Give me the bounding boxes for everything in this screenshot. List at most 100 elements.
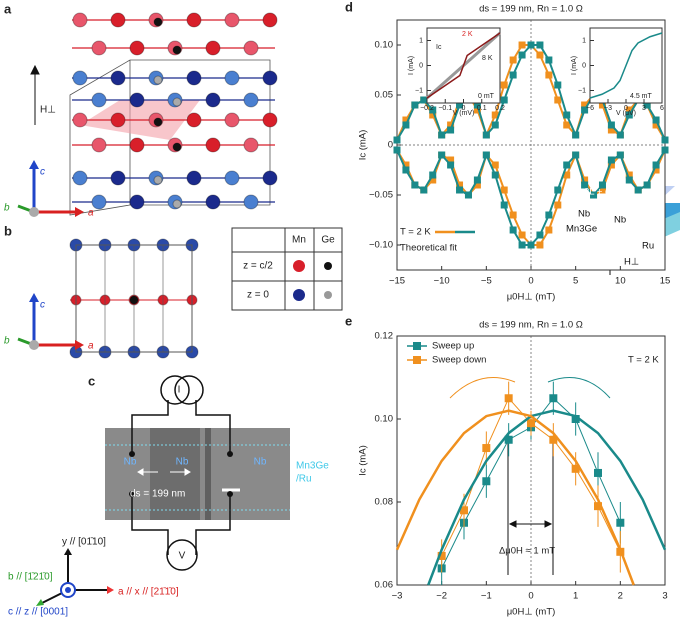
x-tick-label: −0.1	[438, 105, 452, 112]
annotation: H⊥	[624, 257, 639, 268]
contact	[227, 491, 233, 497]
marker	[429, 176, 437, 184]
arrow-head	[29, 293, 39, 302]
marker	[509, 226, 517, 234]
marker	[393, 136, 401, 144]
mn-atom	[224, 112, 240, 128]
marker	[572, 151, 580, 159]
panel-label: b	[4, 223, 12, 238]
mn-atom	[243, 137, 259, 153]
marker	[429, 106, 437, 114]
annotation: 2 K	[462, 31, 473, 38]
marker	[545, 211, 553, 219]
x-axis-label: V (μV)	[616, 110, 636, 117]
marker	[411, 181, 419, 189]
contacts	[129, 451, 233, 497]
mn-atom	[186, 70, 202, 86]
ge-atom	[153, 175, 163, 185]
mn-atom	[91, 194, 107, 210]
y-tick-label: 0.08	[375, 497, 394, 508]
mn-atom	[72, 170, 88, 186]
x-axis-label: μ0H⊥ (mT)	[507, 292, 556, 303]
marker	[482, 444, 491, 453]
origin	[29, 207, 39, 217]
marker	[616, 151, 624, 159]
annotation: 2L + d	[584, 187, 610, 198]
marker	[549, 394, 558, 403]
marker	[661, 146, 669, 154]
mn-atom	[224, 170, 240, 186]
marker	[554, 186, 562, 194]
marker	[482, 477, 491, 486]
y-tick-label: 0	[388, 140, 393, 151]
arrow-head	[64, 548, 72, 555]
x-tick-label: 3	[642, 105, 646, 112]
marker	[500, 96, 508, 104]
table-grid	[231, 227, 343, 311]
marker	[429, 111, 437, 119]
marker	[607, 126, 615, 134]
marker	[491, 161, 499, 169]
mn-atom	[224, 70, 240, 86]
annotation: Ru	[642, 241, 654, 252]
marker	[607, 156, 615, 164]
mn-atom	[129, 92, 145, 108]
marker	[402, 116, 410, 124]
mn-atom	[72, 112, 88, 128]
annotation: Nb	[578, 209, 590, 220]
marker	[652, 121, 660, 129]
marker	[563, 171, 571, 179]
x-tick-label: −3	[392, 591, 403, 602]
marker	[549, 435, 558, 444]
marker	[491, 171, 499, 179]
marker	[438, 151, 446, 159]
x-tick-label: −6	[586, 105, 594, 112]
marker	[491, 111, 499, 119]
marker	[563, 121, 571, 129]
marker	[473, 176, 481, 184]
mn-atom	[243, 40, 259, 56]
marker	[456, 181, 464, 189]
marker	[447, 121, 455, 129]
layer-label: /Ru	[296, 474, 312, 485]
field-label: H⊥	[40, 105, 56, 116]
marker	[447, 156, 455, 164]
marker	[545, 226, 553, 234]
marker	[594, 502, 602, 511]
y-axis-label: Ic (mA)	[358, 445, 369, 476]
marker	[473, 181, 481, 189]
marker	[554, 81, 562, 89]
spacing-label: ds = 199 nm	[130, 489, 185, 500]
marker	[571, 464, 580, 473]
x-tick-label: 0.1	[477, 105, 487, 112]
ge-atom	[172, 45, 182, 55]
axis-label: y // [01̄10]	[62, 537, 106, 548]
annotation: T = 2 K	[400, 227, 431, 238]
x-tick-label: 15	[660, 276, 671, 287]
mn-atom	[91, 137, 107, 153]
marker	[643, 101, 651, 109]
marker	[438, 131, 446, 139]
field-arrow	[30, 64, 40, 125]
y-tick-label: 1	[419, 37, 423, 44]
series-line	[589, 32, 663, 99]
ge-atom	[172, 97, 182, 107]
mn-atom	[243, 194, 259, 210]
electrode-label: Nb	[176, 457, 189, 468]
marker	[581, 101, 589, 109]
mn-atom	[262, 170, 278, 186]
marker	[652, 166, 660, 174]
arrows	[137, 468, 191, 476]
x-tick-label: 0.2	[495, 105, 505, 112]
marker	[616, 518, 625, 527]
marker	[509, 211, 517, 219]
annotation: 0 mT	[478, 93, 495, 100]
source-ring	[174, 375, 204, 405]
mn-atom	[91, 92, 107, 108]
marker	[563, 161, 571, 169]
wires	[131, 400, 231, 555]
mn-atom	[72, 12, 88, 28]
ge-symbol	[324, 291, 332, 299]
marker	[625, 171, 633, 179]
